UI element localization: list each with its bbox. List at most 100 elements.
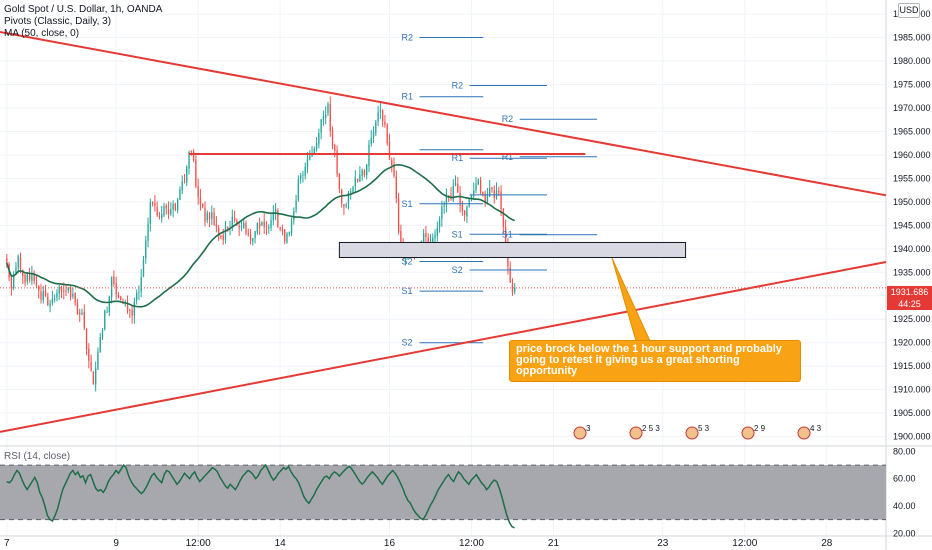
candle-body <box>195 159 197 187</box>
time-tick-label: 7 <box>4 538 10 549</box>
candle-body <box>279 227 281 230</box>
event-flag-icon <box>741 426 755 440</box>
event-marker[interactable]: 5 3 <box>685 424 710 440</box>
candle-body <box>233 218 236 220</box>
candle-body <box>60 287 63 292</box>
candle-body <box>101 330 104 338</box>
price-axis[interactable]: 1900.000 1905.000 1910.000 1915.000 1920.000… <box>893 9 931 538</box>
bar-countdown-label: 44:25 <box>887 298 932 310</box>
candle-body <box>170 209 172 215</box>
candle-body <box>17 256 19 268</box>
candle-body <box>270 219 272 228</box>
trendline[interactable] <box>0 30 887 197</box>
candle-body <box>438 219 441 228</box>
candle-body <box>315 143 318 149</box>
candle-body <box>145 240 147 259</box>
time-tick-label: 12:00 <box>459 538 484 549</box>
candle-body <box>258 223 261 227</box>
time-axis[interactable]: 7 9 12:00 14 16 12:00 21 23 12:00 28 <box>4 538 833 549</box>
candle-body <box>463 210 466 216</box>
candle-body <box>208 213 211 220</box>
candle-body <box>327 103 329 114</box>
candle-body <box>268 226 270 229</box>
candle-body <box>347 192 350 204</box>
ma-legend[interactable]: MA (50, close, 0) <box>4 28 80 39</box>
candle-body <box>149 202 152 224</box>
annotation-callout[interactable]: price brock below the 1 hour support and… <box>509 340 801 382</box>
candle-body <box>284 229 286 242</box>
candle-body <box>363 170 366 176</box>
candle-body <box>514 287 516 292</box>
candle-body <box>422 233 425 242</box>
candle-body <box>126 303 129 310</box>
price-tick-label: 1970.000 <box>893 103 931 113</box>
event-marker[interactable]: 2 5 3 <box>629 424 660 440</box>
candle-body <box>247 233 249 235</box>
candle-body <box>69 287 72 298</box>
candle-body <box>26 273 29 282</box>
price-tick-label: 1905.000 <box>893 408 931 418</box>
candle-body <box>74 292 76 303</box>
candle-body <box>161 214 163 219</box>
candle-body <box>261 222 263 226</box>
candle-body <box>42 291 44 301</box>
candle-body <box>58 286 60 294</box>
candle-body <box>15 267 17 274</box>
candle-body <box>500 191 502 210</box>
candle-body <box>263 221 265 227</box>
candle-body <box>361 170 363 176</box>
event-marker[interactable]: 2 9 <box>741 424 766 440</box>
candle-body <box>151 201 154 204</box>
candle-body <box>72 293 74 297</box>
candle-body <box>350 191 352 193</box>
candle-body <box>477 179 479 185</box>
symbol-legend[interactable]: Gold Spot / U.S. Dollar, 1h, OANDA <box>4 4 163 15</box>
candle-body <box>322 116 325 120</box>
candle-body <box>147 223 149 241</box>
candle-body <box>302 174 304 176</box>
candle-body <box>338 173 341 190</box>
candle-body <box>432 237 434 243</box>
pivot-level-label: R1 <box>401 92 413 102</box>
candle-body <box>502 208 505 227</box>
candle-body <box>356 178 359 182</box>
candle-body <box>265 226 268 228</box>
pivot-level-label: S1 <box>452 229 463 239</box>
event-marker[interactable]: 4 3 <box>797 424 822 440</box>
price-tick-label: 1985.000 <box>893 33 931 43</box>
candle-body <box>256 223 259 233</box>
ma-50-line <box>6 163 516 308</box>
candle-body <box>511 283 514 293</box>
pivot-level-label: S2 <box>452 265 463 275</box>
event-count: 2 5 3 <box>642 424 660 433</box>
pivots-legend[interactable]: Pivots (Classic, Daily, 3) <box>4 16 112 27</box>
candle-body <box>336 150 338 175</box>
event-marker[interactable]: 3 <box>573 424 591 440</box>
support-zone-rect[interactable] <box>338 241 687 259</box>
price-tick-label: 1935.000 <box>893 267 931 277</box>
callout-arrow <box>611 257 651 342</box>
candle-body <box>384 121 386 125</box>
currency-badge[interactable]: USD <box>898 3 920 18</box>
rsi-tick-label: 40.00 <box>893 501 916 511</box>
price-pane[interactable]: R2 R1 S1 S2 R2 R1 S1 S2 S1 S2 R2 R1 S1 3 2 5 3 5 3 2 9 4 … <box>0 30 887 440</box>
pivot-level-label: R1 <box>502 152 514 162</box>
event-flag-icon <box>629 426 643 440</box>
candle-body <box>468 199 470 207</box>
candle-body <box>325 114 327 118</box>
rsi-pane[interactable] <box>0 463 886 529</box>
candle-body <box>47 296 49 306</box>
candle-body <box>24 274 26 283</box>
candle-body <box>108 296 111 313</box>
candle-body <box>22 269 24 277</box>
candle-body <box>479 180 482 193</box>
trendline[interactable] <box>0 260 887 433</box>
time-tick-label: 12:00 <box>732 538 757 549</box>
candle-body <box>217 227 220 237</box>
candle-body <box>129 309 131 311</box>
candle-body <box>352 186 354 193</box>
candle-body <box>393 163 395 177</box>
rsi-legend[interactable]: RSI (14, close) <box>4 451 71 462</box>
candle-body <box>274 208 277 215</box>
